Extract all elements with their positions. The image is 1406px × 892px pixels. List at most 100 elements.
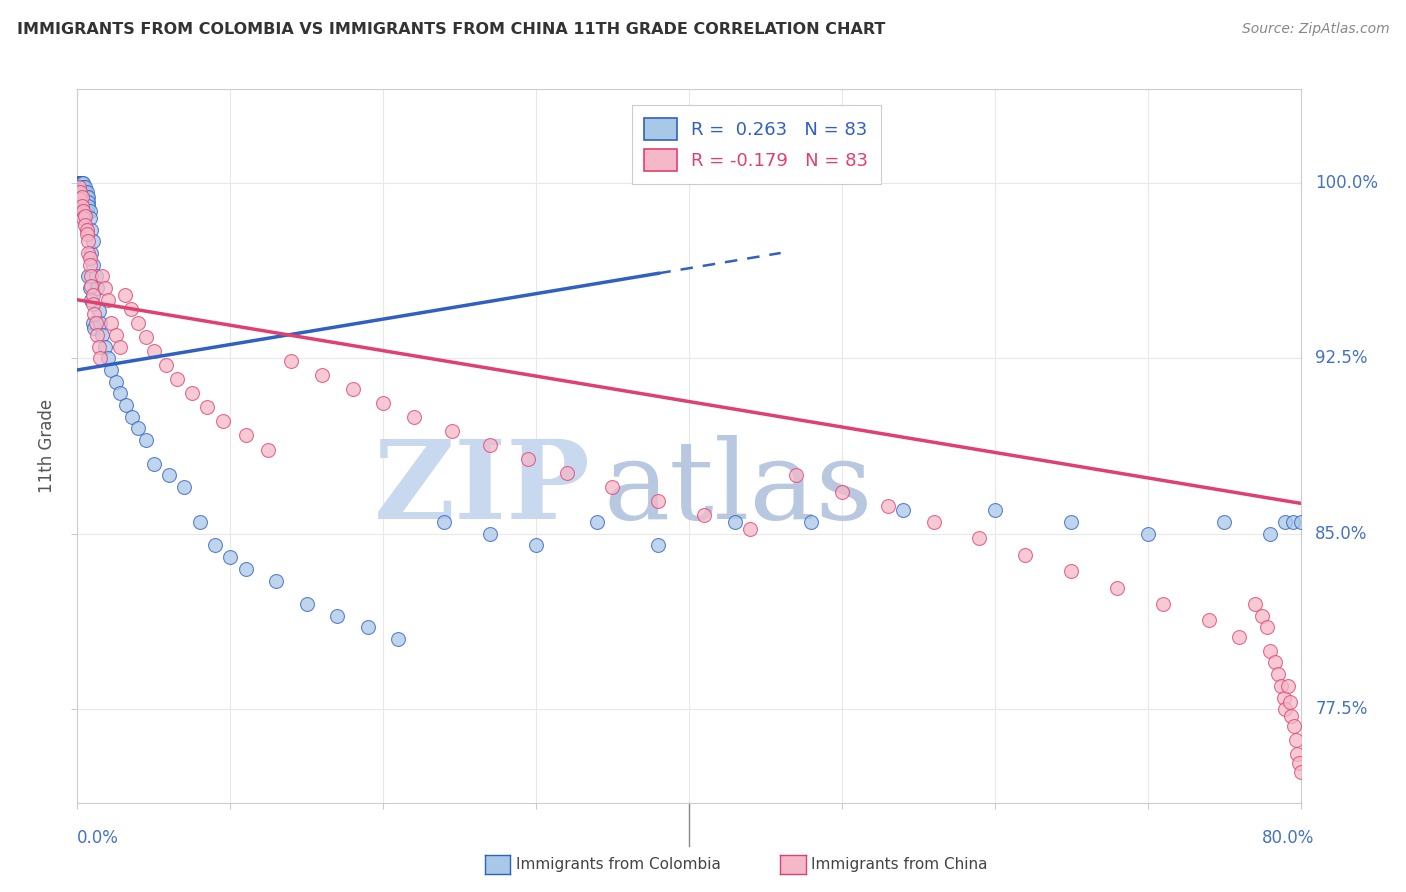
Point	[1274, 702, 1296, 716]
Point	[142, 344, 165, 359]
Point	[295, 597, 318, 611]
Point	[1286, 747, 1309, 761]
Point	[73, 194, 96, 209]
Point	[1270, 679, 1292, 693]
Point	[311, 368, 333, 382]
Legend: R =  0.263   N = 83, R = -0.179   N = 83: R = 0.263 N = 83, R = -0.179 N = 83	[631, 105, 880, 184]
Point	[142, 457, 165, 471]
Point	[1258, 526, 1281, 541]
Point	[73, 209, 96, 223]
Point	[73, 203, 96, 218]
Point	[70, 199, 93, 213]
Text: 77.5%: 77.5%	[1315, 700, 1368, 718]
Point	[80, 278, 103, 293]
Point	[135, 330, 157, 344]
Point	[1264, 656, 1286, 670]
Point	[94, 340, 117, 354]
Point	[83, 321, 105, 335]
Point	[76, 190, 98, 204]
Point	[800, 515, 823, 529]
Point	[82, 288, 104, 302]
Text: 85.0%: 85.0%	[1315, 524, 1368, 542]
Point	[104, 375, 127, 389]
Point	[70, 180, 93, 194]
Point	[67, 176, 90, 190]
Point	[740, 522, 762, 536]
Text: ZIP: ZIP	[374, 435, 591, 542]
Point	[440, 424, 463, 438]
Point	[922, 515, 945, 529]
Point	[524, 538, 547, 552]
Point	[79, 203, 101, 218]
Point	[87, 304, 110, 318]
Point	[79, 211, 101, 225]
Point	[72, 180, 94, 194]
Point	[79, 281, 101, 295]
Point	[1060, 564, 1083, 578]
Point	[173, 480, 195, 494]
Point	[647, 538, 669, 552]
Point	[76, 203, 98, 218]
Point	[235, 428, 257, 442]
Point	[73, 218, 96, 232]
Point	[69, 176, 91, 190]
Point	[72, 190, 94, 204]
Point	[785, 468, 807, 483]
Point	[1282, 515, 1305, 529]
Point	[70, 190, 93, 204]
Point	[876, 499, 898, 513]
Point	[586, 515, 609, 529]
Point	[86, 327, 108, 342]
Point	[90, 269, 112, 284]
Point	[188, 515, 211, 529]
Point	[70, 176, 93, 190]
Point	[257, 442, 280, 457]
Point	[84, 316, 107, 330]
Point	[1272, 690, 1295, 705]
Y-axis label: 11th Grade: 11th Grade	[38, 399, 56, 493]
Point	[204, 538, 226, 552]
Point	[1256, 620, 1278, 634]
Point	[157, 468, 180, 483]
Point	[1229, 630, 1251, 644]
Point	[114, 288, 136, 302]
Point	[1277, 679, 1299, 693]
Point	[969, 532, 991, 546]
Point	[181, 386, 204, 401]
Point	[77, 199, 100, 213]
Point	[72, 211, 94, 225]
Point	[693, 508, 716, 522]
Point	[67, 176, 90, 190]
Point	[69, 185, 91, 199]
Point	[77, 269, 100, 284]
Point	[72, 203, 94, 218]
Point	[1136, 526, 1159, 541]
Point	[80, 222, 103, 236]
Point	[1107, 581, 1129, 595]
Point	[1289, 515, 1312, 529]
Point	[84, 269, 107, 284]
Point	[1251, 608, 1274, 623]
Point	[67, 180, 90, 194]
Point	[402, 409, 425, 424]
Point	[79, 258, 101, 272]
Point	[89, 316, 111, 330]
Point	[80, 246, 103, 260]
Point	[82, 297, 104, 311]
Point	[70, 185, 93, 199]
Point	[76, 194, 98, 209]
Point	[155, 359, 177, 373]
Point	[371, 395, 394, 409]
Point	[1198, 613, 1220, 627]
Point	[602, 480, 624, 494]
Point	[1258, 644, 1281, 658]
Point	[127, 316, 149, 330]
Point	[73, 180, 96, 194]
Point	[135, 433, 157, 447]
Point	[195, 401, 218, 415]
Point	[831, 484, 853, 499]
Point	[77, 246, 100, 260]
Point	[1274, 515, 1296, 529]
Point	[1279, 709, 1302, 723]
Point	[82, 316, 104, 330]
